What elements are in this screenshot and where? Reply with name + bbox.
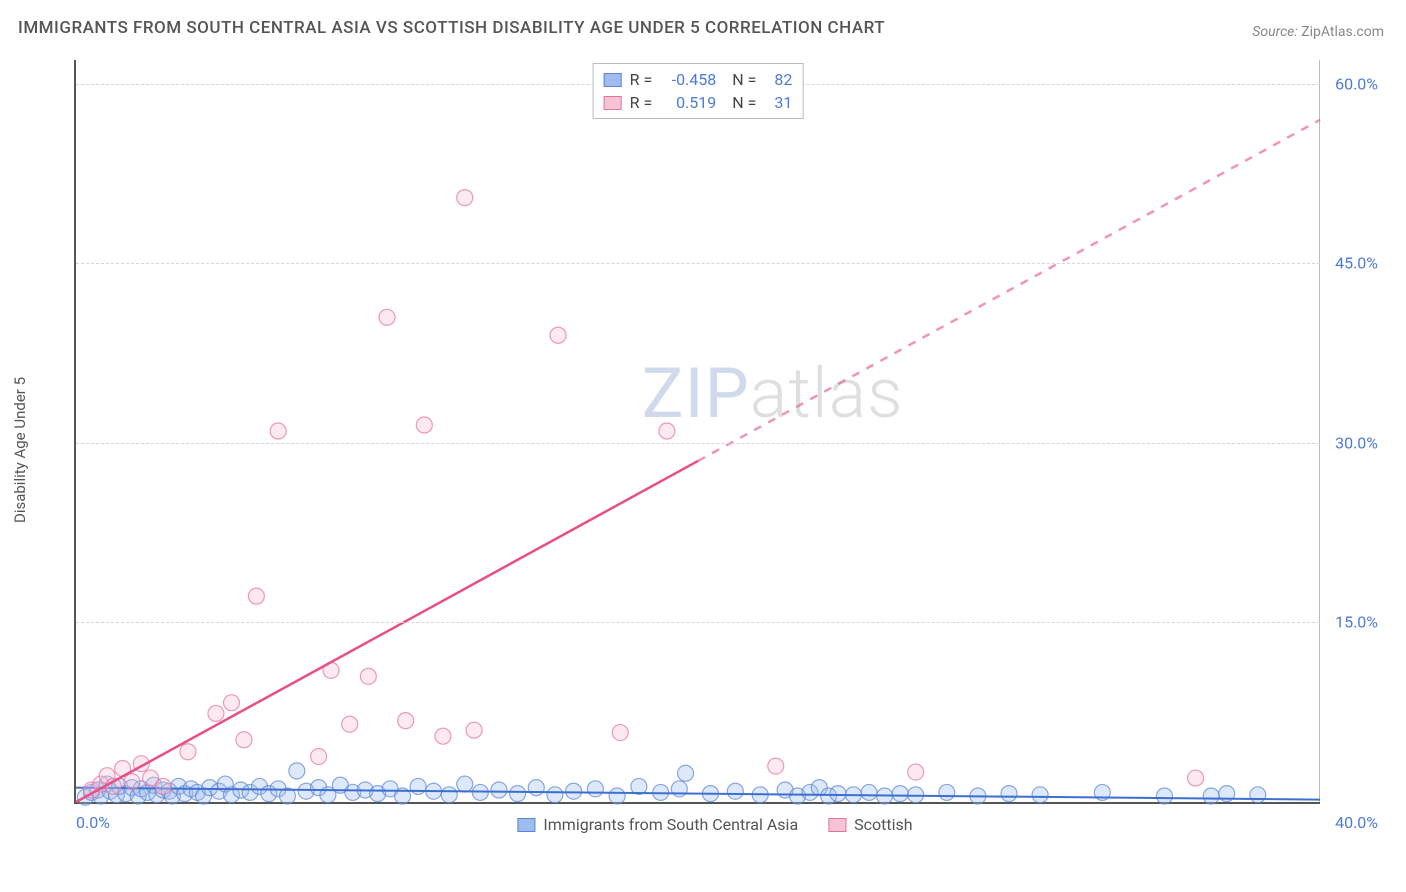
legend-stats-row-2: R = 0.519 N = 31 [604,91,793,114]
scatter-point [908,764,924,780]
scatter-point [861,784,877,800]
trend-line [76,461,698,802]
gridline-h [76,263,1320,264]
scatter-point [248,588,264,604]
scatter-point [659,423,675,439]
scatter-point [1250,787,1266,803]
legend-stats: R = -0.458 N = 82 R = 0.519 N = 31 [593,63,804,119]
legend-stats-row-1: R = -0.458 N = 82 [604,68,793,91]
scatter-point [587,781,603,797]
y-tick-label: 15.0% [1335,613,1378,632]
scatter-point [441,787,457,803]
scatter-point [360,668,376,684]
scatter-point [224,695,240,711]
scatter-point [466,722,482,738]
chart-title: IMMIGRANTS FROM SOUTH CENTRAL ASIA VS SC… [18,18,885,38]
scatter-point [547,787,563,803]
gridline-h [76,443,1320,444]
scatter-point [410,778,426,794]
y-tick-label: 45.0% [1335,254,1378,273]
scatter-point [379,309,395,325]
r-value-2: 0.519 [660,91,716,114]
scatter-point [155,778,171,794]
trend-line-dashed [698,120,1320,461]
chart-area: Disability Age Under 5 R = -0.458 N = 82… [50,60,1380,840]
scatter-point [510,786,526,802]
legend-item-2: Scottish [828,815,912,834]
x-tick-label: 40.0% [1335,813,1378,832]
legend-swatch-1 [517,818,535,832]
scatter-point [208,705,224,721]
scatter-point [892,786,908,802]
source-attribution: Source: ZipAtlas.com [1252,24,1384,40]
scatter-point [398,713,414,729]
scatter-point [612,725,628,741]
scatter-point [1001,786,1017,802]
scatter-point [1157,788,1173,804]
scatter-point [457,776,473,792]
scatter-point [528,780,544,796]
scatter-point [939,784,955,800]
plot-svg [76,60,1320,802]
legend-bottom: Immigrants from South Central Asia Scott… [517,815,912,834]
legend-swatch-series-2 [604,96,622,110]
y-tick-label: 60.0% [1335,74,1378,93]
x-tick-label: 0.0% [76,813,110,832]
scatter-point [566,783,582,799]
gridline-h [76,622,1320,623]
scatter-point [491,782,507,798]
scatter-point [342,716,358,732]
scatter-point [270,423,286,439]
scatter-point [236,732,252,748]
scatter-point [768,758,784,774]
legend-swatch-2 [828,818,846,832]
n-value-2: 31 [764,91,792,114]
scatter-point [435,728,451,744]
scatter-point [550,327,566,343]
source-label: Source: [1252,24,1297,40]
scatter-point [180,744,196,760]
scatter-point [416,417,432,433]
r-value-1: -0.458 [660,68,716,91]
n-value-1: 82 [764,68,792,91]
scatter-point [678,765,694,781]
source-value: ZipAtlas.com [1301,24,1384,40]
y-tick-label: 30.0% [1335,433,1378,452]
scatter-point [311,749,327,765]
legend-item-1: Immigrants from South Central Asia [517,815,798,834]
scatter-point [457,190,473,206]
scatter-point [1032,787,1048,803]
scatter-point [727,783,743,799]
y-axis-label: Disability Age Under 5 [11,377,29,523]
scatter-point [1188,770,1204,786]
scatter-point [609,788,625,804]
plot-region: R = -0.458 N = 82 R = 0.519 N = 31 ZIPat… [74,60,1320,804]
legend-swatch-series-1 [604,73,622,87]
scatter-point [289,763,305,779]
scatter-point [124,774,140,790]
scatter-point [830,786,846,802]
scatter-point [1203,788,1219,804]
